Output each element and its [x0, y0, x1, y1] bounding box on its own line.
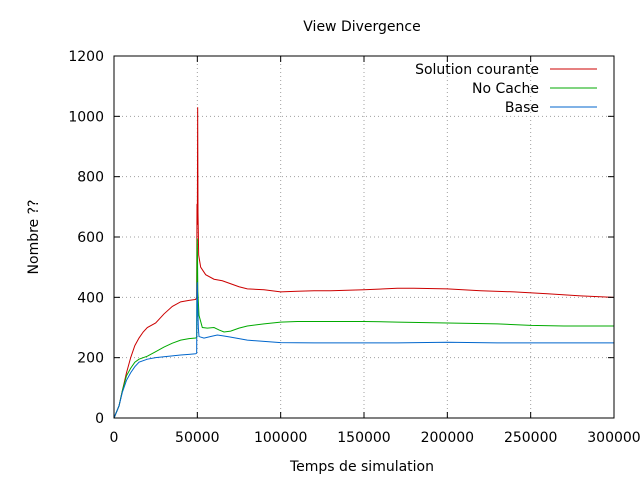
series-line-solution-courante [113, 107, 615, 419]
y-tick-label: 800 [77, 170, 104, 186]
plot-series [113, 107, 615, 419]
x-tick-label: 100000 [254, 430, 307, 446]
y-tick-label: 1000 [68, 109, 104, 125]
y-tick-label: 0 [95, 411, 104, 427]
x-tick-label: 50000 [175, 430, 220, 446]
series-line-no-cache [113, 238, 614, 419]
y-tick-label: 1200 [68, 49, 104, 65]
y-axis-title: Nombre ?? [26, 200, 42, 275]
x-tick-label: 0 [110, 430, 119, 446]
x-tick-label: 200000 [421, 430, 474, 446]
x-axis-title: Temps de simulation [289, 459, 434, 475]
legend-label-solution-courante: Solution courante [415, 62, 539, 78]
series-line-base [113, 282, 614, 419]
y-tick-label: 200 [77, 351, 104, 367]
legend: Solution courante No Cache Base [415, 62, 597, 116]
tick-labels: 0 50000 100000 150000 200000 250000 300000 0 200… [68, 49, 640, 446]
x-tick-label: 250000 [504, 430, 557, 446]
x-tick-label: 300000 [587, 430, 640, 446]
y-tick-label: 600 [77, 230, 104, 246]
x-tick-label: 150000 [337, 430, 390, 446]
legend-label-base: Base [505, 100, 539, 116]
legend-label-no-cache: No Cache [472, 81, 539, 97]
chart-title: View Divergence [303, 19, 420, 35]
y-tick-label: 400 [77, 290, 104, 306]
axis-ticks [113, 55, 615, 419]
